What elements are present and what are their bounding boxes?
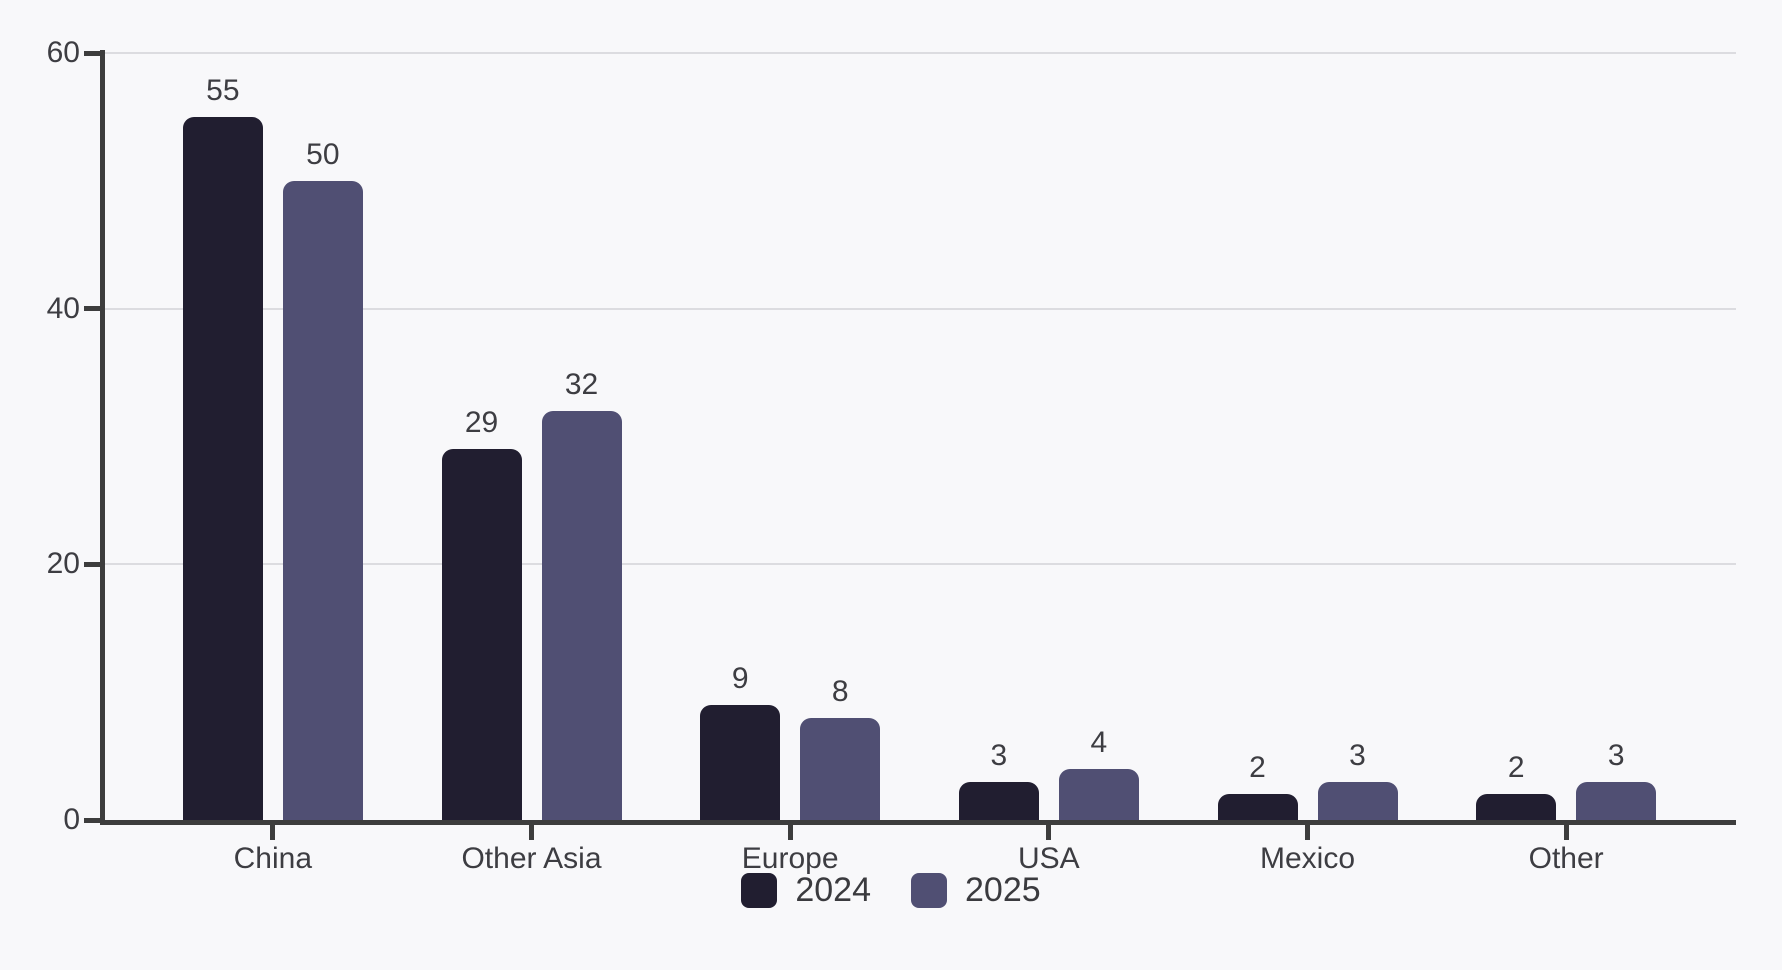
bar-2024-mexico — [1217, 794, 1298, 820]
bar-value-label-2024-other: 2 — [1507, 751, 1525, 785]
bar-value-label-2025-china: 50 — [306, 137, 340, 171]
y-tick-mark-0 — [84, 817, 100, 823]
bar-value-label-2024-china: 55 — [206, 73, 240, 107]
legend: 2024 2025 — [0, 871, 1782, 909]
bar-value-label-2025-other: 3 — [1607, 738, 1625, 772]
bar-2025-other — [1576, 781, 1657, 820]
x-tick-mark-china — [270, 825, 276, 840]
x-tick-mark-other — [1563, 825, 1569, 840]
legend-label-2024: 2024 — [795, 871, 871, 909]
bar-value-label-2025-usa: 4 — [1090, 725, 1108, 759]
y-axis-line — [100, 50, 105, 825]
bar-value-label-2024-mexico: 2 — [1249, 751, 1266, 785]
bar-2025-other-asia — [541, 410, 622, 820]
gridline-40 — [103, 307, 1736, 310]
y-tick-mark-40 — [84, 306, 100, 312]
bar-2024-other — [1476, 794, 1557, 820]
gridline-60 — [103, 52, 1736, 54]
bar-2025-mexico — [1317, 781, 1398, 820]
bar-2024-other-asia — [441, 449, 522, 820]
legend-swatch-2024-icon — [741, 872, 778, 908]
x-tick-mark-mexico — [1305, 825, 1310, 840]
bar-2024-europe — [700, 704, 781, 820]
bar-value-label-2024-europe: 9 — [731, 661, 749, 695]
bar-2025-usa — [1058, 768, 1139, 820]
bar-value-label-2024-usa: 3 — [990, 738, 1008, 772]
bar-value-label-2024-other-asia: 29 — [464, 406, 499, 440]
bar-2025-china — [282, 180, 363, 820]
legend-label-2025: 2025 — [965, 871, 1041, 909]
x-category-label-china: China — [233, 842, 313, 875]
x-tick-mark-usa — [1046, 825, 1052, 840]
legend-item-2024[interactable]: 2024 — [741, 871, 871, 909]
bar-value-label-2025-europe: 8 — [831, 674, 849, 708]
gridline-20 — [103, 563, 1736, 566]
bar-2024-china — [182, 116, 263, 820]
x-tick-mark-other-asia — [529, 825, 534, 840]
y-tick-label-0: 0 — [63, 803, 80, 836]
bar-2025-europe — [800, 717, 881, 820]
legend-item-2025[interactable]: 2025 — [911, 871, 1041, 909]
y-tick-label-20: 20 — [46, 547, 80, 581]
x-axis-line — [100, 820, 1736, 825]
y-tick-mark-20 — [84, 561, 100, 567]
x-category-label-usa: USA — [1017, 842, 1080, 875]
x-category-label-other-asia: Other Asia — [461, 842, 602, 875]
bar-2024-usa — [958, 781, 1039, 820]
x-category-label-other: Other — [1528, 842, 1604, 875]
y-tick-label-40: 40 — [46, 291, 80, 325]
y-tick-label-60: 60 — [46, 36, 80, 69]
x-tick-mark-europe — [787, 825, 793, 840]
y-tick-mark-60 — [84, 50, 100, 56]
bar-value-label-2025-other-asia: 32 — [564, 367, 599, 401]
bar-value-label-2025-mexico: 3 — [1349, 738, 1366, 772]
x-category-label-europe: Europe — [741, 842, 839, 875]
legend-swatch-2025-icon — [911, 872, 947, 908]
x-category-label-mexico: Mexico — [1259, 842, 1356, 875]
